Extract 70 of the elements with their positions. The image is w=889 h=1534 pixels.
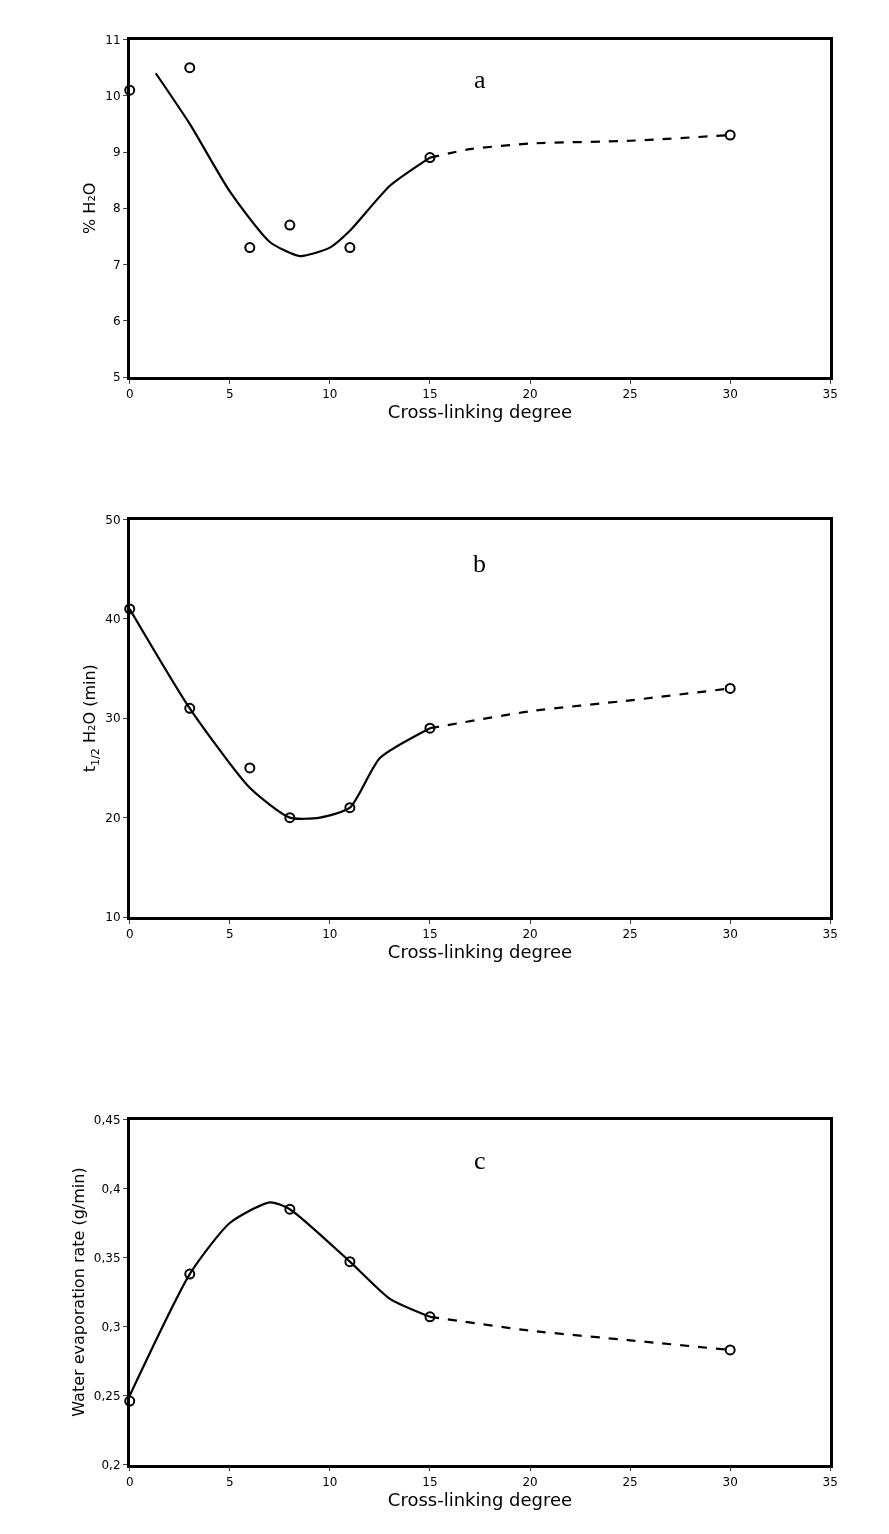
y-tick-label: 8 [112, 201, 121, 216]
point [284, 1203, 296, 1215]
x-tick-label: 5 [225, 387, 234, 402]
x-tick-label: 35 [822, 927, 838, 942]
x-tick-label: 10 [322, 927, 338, 942]
point [424, 722, 436, 734]
point [344, 802, 356, 814]
x-axis-title: Cross-linking degree [387, 1488, 573, 1510]
x-tick-label: 15 [422, 387, 438, 402]
x-axis-title: Cross-linking degree [387, 941, 573, 963]
y-tick-label: 0,35 [93, 1250, 121, 1265]
x-tick-label: 10 [322, 1474, 338, 1489]
point [284, 219, 296, 231]
y-axis-title: Water evaporation rate (g/min) [68, 1167, 88, 1417]
x-tick-label: 25 [622, 1474, 638, 1489]
x-axis-title: Cross-linking degree [387, 401, 573, 423]
point [724, 1344, 736, 1356]
y-tick-label: 7 [112, 257, 121, 272]
y-tick-label: 0,3 [101, 1319, 121, 1334]
point [424, 1311, 436, 1323]
point [344, 1256, 356, 1268]
x-tick-label: 20 [522, 927, 538, 942]
y-tick-label: 10 [105, 910, 121, 925]
y-tick-label: 6 [112, 313, 121, 328]
x-tick-label: 35 [822, 387, 838, 402]
y-tick-label: 0,2 [101, 1457, 121, 1472]
x-tick-label: 20 [522, 387, 538, 402]
point [724, 682, 736, 694]
x-tick-label: 20 [522, 1474, 538, 1489]
point [284, 812, 296, 824]
x-tick-label: 0 [125, 927, 134, 942]
point [244, 762, 256, 774]
point [344, 242, 356, 254]
text: b [473, 549, 486, 578]
point [184, 1268, 196, 1280]
x-tick-label: 5 [225, 927, 234, 942]
text: a [474, 65, 486, 94]
x-tick-label: 10 [322, 387, 338, 402]
x-tick-label: 15 [422, 1474, 438, 1489]
x-tick-label: 25 [622, 927, 638, 942]
y-tick-label: 10 [105, 88, 121, 103]
x-tick-label: 5 [225, 1474, 234, 1489]
x-tick-label: 0 [125, 387, 134, 402]
y-tick-label: 50 [105, 512, 121, 527]
x-tick-label: 30 [722, 927, 738, 942]
y-tick-label: 20 [105, 810, 121, 825]
x-tick-label: 30 [722, 1474, 738, 1489]
y-tick-label: 0,25 [93, 1388, 121, 1403]
x-tick-label: 30 [722, 387, 738, 402]
point [124, 84, 136, 96]
point [184, 62, 196, 74]
point [184, 702, 196, 714]
x-tick-label: 35 [822, 1474, 838, 1489]
y-tick-label: 5 [112, 370, 121, 385]
y-axis-title: % H₂O [80, 182, 100, 234]
point [124, 1395, 136, 1407]
x-tick-label: 25 [622, 387, 638, 402]
x-tick-label: 15 [422, 927, 438, 942]
y-tick-label: 0,4 [101, 1181, 121, 1196]
y-tick-label: 0,45 [93, 1112, 121, 1127]
y-tick-label: 9 [112, 145, 121, 160]
point [124, 603, 136, 615]
y-tick-label: 30 [105, 711, 121, 726]
point [724, 129, 736, 141]
x-tick-label: 0 [125, 1474, 134, 1489]
point [244, 242, 256, 254]
point [424, 152, 436, 164]
text: c [474, 1146, 486, 1175]
y-tick-label: 11 [105, 32, 121, 47]
y-tick-label: 40 [105, 612, 121, 627]
